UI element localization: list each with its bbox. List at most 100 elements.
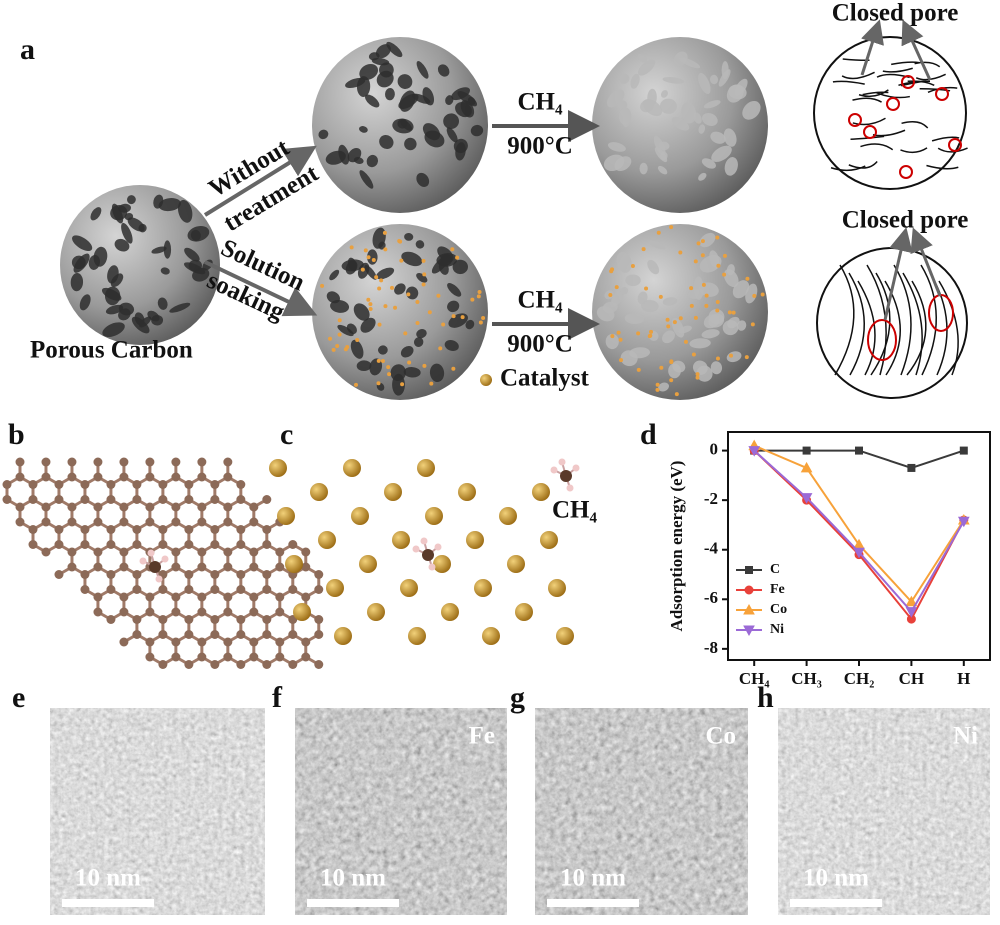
carbon-line <box>834 264 855 376</box>
carbon-atom <box>158 585 168 594</box>
pore <box>169 302 191 313</box>
catalyst <box>693 315 698 320</box>
catalyst <box>421 282 426 287</box>
carbon-atom <box>171 562 181 572</box>
marker <box>743 603 755 615</box>
pore <box>157 297 168 310</box>
x-tick-label: CH <box>899 669 925 688</box>
catalyst <box>656 230 661 235</box>
carbon-atom <box>197 652 207 662</box>
arrow-text: 900°C <box>507 133 573 160</box>
carbon-line <box>860 143 894 151</box>
pore <box>70 273 84 292</box>
pore <box>455 142 466 161</box>
metal-atom <box>417 459 435 477</box>
carbon-atom <box>132 585 142 594</box>
pore <box>318 129 329 140</box>
carbon-atom <box>171 457 181 467</box>
carbon-atom <box>54 495 64 504</box>
y-tick-label: 0 <box>710 439 719 458</box>
carbon-atom <box>262 525 272 534</box>
metal-atom <box>384 483 402 501</box>
carbon-atom <box>210 570 220 579</box>
catalyst <box>335 344 340 349</box>
carbon-atom <box>210 480 220 489</box>
carbon-atom <box>171 592 181 602</box>
carbon-line <box>862 91 889 96</box>
carbon-atom <box>223 547 233 557</box>
carbon-atom <box>236 495 246 504</box>
pointer <box>910 227 942 297</box>
catalyst <box>353 382 358 387</box>
pore <box>356 360 372 372</box>
catalyst <box>328 336 333 341</box>
h-atom <box>412 545 420 553</box>
carbon-atom <box>171 472 181 482</box>
carbon-atom <box>236 480 246 489</box>
pore <box>709 74 719 85</box>
pore <box>376 70 394 88</box>
carbon-atom <box>249 517 259 527</box>
pore <box>443 113 460 129</box>
pore <box>457 91 478 107</box>
carbon-atom <box>236 630 246 639</box>
carbon-atom <box>184 480 194 489</box>
carbon-atom <box>106 525 116 534</box>
panel-label: g <box>510 681 525 714</box>
pore <box>698 124 706 134</box>
h-atom <box>434 543 442 551</box>
catalyst <box>379 278 384 283</box>
catalyst <box>407 360 412 365</box>
x-tick-label: CH₂ <box>844 669 875 688</box>
catalyst <box>696 241 701 246</box>
pore <box>447 300 460 313</box>
carbon-atom <box>249 637 259 647</box>
carbon-line <box>926 164 959 170</box>
carbon-atom <box>223 592 233 602</box>
carbon-line <box>901 120 929 129</box>
pore <box>360 317 376 333</box>
catalyst <box>366 297 371 302</box>
carbon-atom <box>314 630 324 639</box>
carbon-atom <box>275 652 285 662</box>
carbon-atom <box>41 502 51 512</box>
marker <box>853 547 865 559</box>
pore <box>444 340 459 352</box>
catalyst <box>700 253 705 258</box>
catalyst <box>374 275 379 280</box>
pore <box>386 41 403 58</box>
arrow <box>204 260 318 317</box>
carbon-atom <box>210 525 220 534</box>
carbon-atom <box>210 660 220 669</box>
marker <box>905 607 918 618</box>
carbon-atom <box>301 562 311 572</box>
carbon-atom <box>158 615 168 624</box>
carbon-atom <box>249 502 259 512</box>
pore <box>160 267 170 275</box>
carbon-line <box>931 136 960 142</box>
catalyst <box>360 267 365 272</box>
pore <box>394 283 406 295</box>
pore <box>88 254 100 270</box>
carbon-line <box>902 272 923 376</box>
carbon-atom <box>93 472 103 482</box>
h-atom <box>558 458 566 466</box>
pore <box>703 100 721 109</box>
closed-pore <box>867 319 897 361</box>
carbon-atom <box>54 540 64 549</box>
catalyst <box>481 315 486 320</box>
pore <box>698 72 711 94</box>
pore <box>364 265 377 280</box>
catalyst <box>366 255 371 260</box>
pore <box>709 250 720 268</box>
catalyst <box>422 272 427 277</box>
carbon-atom <box>80 585 90 594</box>
carbon-atom <box>262 660 272 669</box>
carbon-atom <box>15 472 25 482</box>
carbon-atom <box>28 525 38 534</box>
catalyst <box>337 332 342 337</box>
c-atom <box>560 470 572 482</box>
panel-label: a <box>20 33 35 66</box>
carbon-atom <box>15 517 25 527</box>
pore-label: Closed pore <box>842 207 969 234</box>
